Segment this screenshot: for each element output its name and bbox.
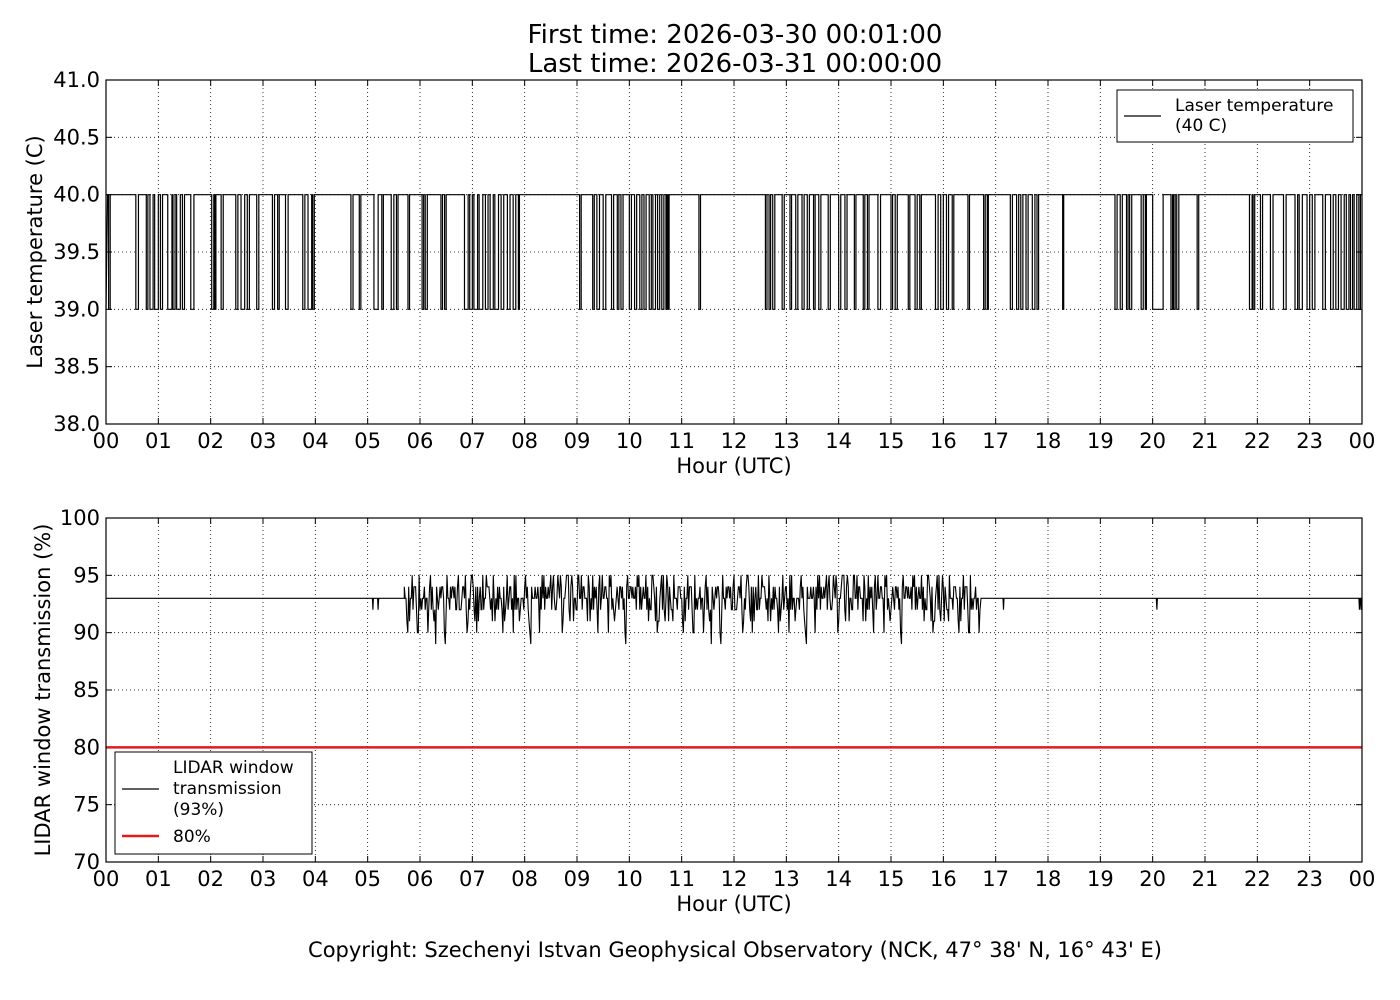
x-tick-label: 00: [1349, 867, 1376, 891]
x-tick-label: 10: [616, 867, 643, 891]
x-tick-label: 21: [1192, 867, 1219, 891]
x-tick-label: 10: [616, 429, 643, 453]
x-tick-label: 17: [982, 867, 1009, 891]
x-tick-label: 23: [1296, 867, 1323, 891]
chart-title-line2: Last time: 2026-03-31 00:00:00: [527, 49, 943, 79]
x-tick-label: 01: [145, 429, 172, 453]
x-tick-label: 00: [93, 867, 120, 891]
y-tick-label: 70: [73, 850, 100, 874]
x-tick-label: 19: [1087, 429, 1114, 453]
y-tick-label: 80: [73, 735, 100, 759]
x-tick-label: 11: [668, 429, 695, 453]
legend-label: Laser temperature: [1175, 96, 1333, 116]
legend-label: 80%: [173, 827, 211, 847]
x-tick-label: 07: [459, 867, 486, 891]
x-tick-label: 20: [1139, 867, 1166, 891]
x-tick-label: 13: [773, 429, 800, 453]
y-tick-label: 90: [73, 621, 100, 645]
x-tick-label: 04: [302, 867, 329, 891]
x-tick-label: 03: [250, 429, 277, 453]
y-axis-label: Laser temperature (C): [23, 135, 47, 368]
y-tick-label: 40.0: [53, 183, 100, 207]
legend-label: (93%): [173, 800, 224, 820]
x-tick-label: 05: [354, 429, 381, 453]
chart-title-line1: First time: 2026-03-30 00:01:00: [527, 20, 943, 50]
y-tick-label: 85: [73, 678, 100, 702]
x-tick-label: 04: [302, 429, 329, 453]
x-tick-label: 00: [1349, 429, 1376, 453]
x-tick-label: 15: [878, 867, 905, 891]
x-tick-label: 01: [145, 867, 172, 891]
plot-frame: [105, 79, 1363, 425]
y-tick-label: 95: [73, 563, 100, 587]
legend-label: LIDAR window: [173, 758, 294, 778]
x-tick-label: 15: [878, 429, 905, 453]
y-tick-label: 40.5: [53, 125, 100, 149]
chart-panel-1: 00 01 02 03 04 05 06 07 08 09 10 11 12 13 14 15 16 17 18 19…: [23, 68, 1375, 478]
copyright-footer: Copyright: Szechenyi Istvan Geophysical …: [308, 938, 1162, 962]
x-tick-label: 23: [1296, 429, 1323, 453]
x-tick-label: 09: [564, 867, 591, 891]
x-axis-label: Hour (UTC): [676, 892, 791, 916]
x-tick-label: 17: [982, 429, 1009, 453]
chart-panel-2: 00 01 02 03 04 05 06 07 08 09 10 11 12 13 14 15 16 17 18 19…: [31, 506, 1375, 916]
x-tick-label: 19: [1087, 867, 1114, 891]
x-tick-label: 14: [825, 429, 852, 453]
x-tick-label: 12: [721, 867, 748, 891]
x-tick-label: 06: [407, 867, 434, 891]
x-tick-label: 20: [1139, 429, 1166, 453]
x-tick-label: 16: [930, 867, 957, 891]
y-axis-label: LIDAR window transmission (%): [31, 524, 55, 857]
y-tick-label: 75: [73, 793, 100, 817]
x-tick-label: 07: [459, 429, 486, 453]
x-tick-label: 03: [250, 867, 277, 891]
legend: Laser temperature(40 C): [1116, 89, 1354, 143]
x-tick-label: 12: [721, 429, 748, 453]
x-tick-label: 13: [773, 867, 800, 891]
x-tick-label: 18: [1035, 867, 1062, 891]
x-tick-label: 22: [1244, 429, 1271, 453]
series-laser-temperature: [105, 194, 1362, 310]
x-axis-label: Hour (UTC): [676, 454, 791, 478]
y-tick-label: 39.0: [53, 297, 100, 321]
x-tick-label: 21: [1192, 429, 1219, 453]
y-tick-label: 39.5: [53, 240, 100, 264]
x-tick-label: 02: [197, 867, 224, 891]
legend-label: (40 C): [1175, 116, 1227, 136]
x-tick-label: 05: [354, 867, 381, 891]
x-tick-label: 02: [197, 429, 224, 453]
y-tick-label: 38.0: [53, 412, 100, 436]
x-tick-label: 11: [668, 867, 695, 891]
legend-label: transmission: [173, 779, 282, 799]
x-tick-label: 00: [93, 429, 120, 453]
x-tick-label: 18: [1035, 429, 1062, 453]
x-tick-label: 08: [511, 867, 538, 891]
y-tick-label: 38.5: [53, 355, 100, 379]
x-tick-label: 22: [1244, 867, 1271, 891]
y-tick-label: 100: [60, 506, 100, 530]
x-tick-label: 16: [930, 429, 957, 453]
y-tick-label: 41.0: [53, 68, 100, 92]
x-tick-label: 06: [407, 429, 434, 453]
x-tick-label: 08: [511, 429, 538, 453]
x-tick-label: 09: [564, 429, 591, 453]
x-tick-label: 14: [825, 867, 852, 891]
series-lidar-transmission: [106, 574, 1363, 645]
plot-frame: [105, 517, 1363, 863]
